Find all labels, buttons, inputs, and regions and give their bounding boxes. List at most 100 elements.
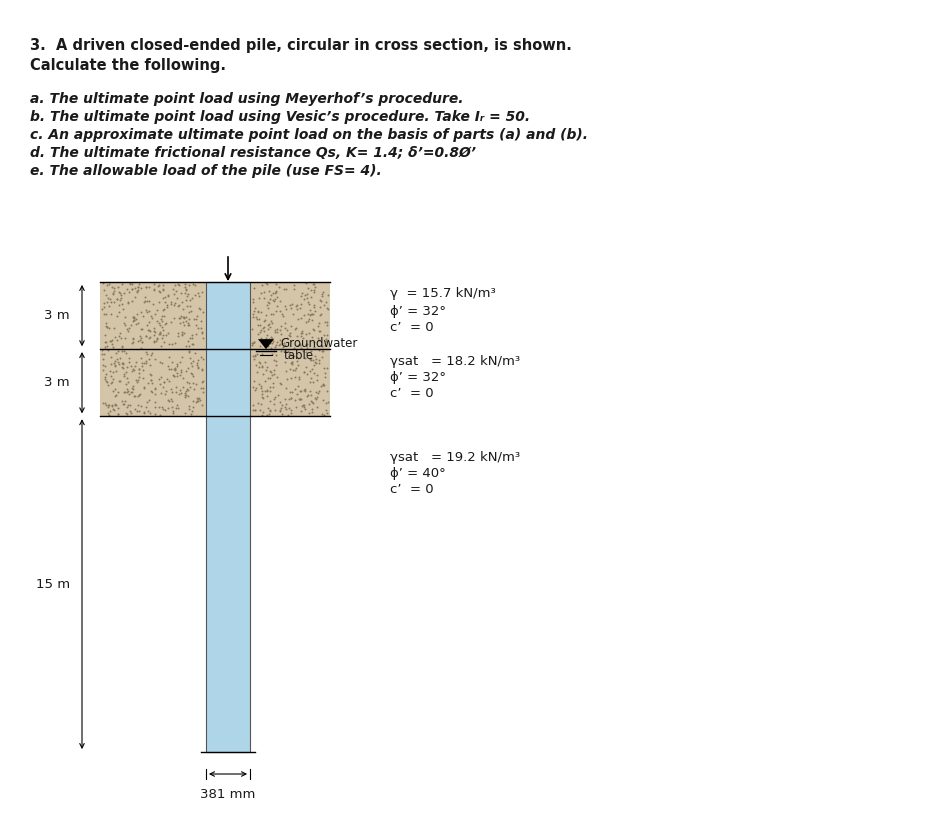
Point <box>305 375 320 389</box>
Point <box>305 396 320 409</box>
Point <box>96 297 111 310</box>
Point <box>308 385 323 398</box>
Point <box>131 405 146 418</box>
Point <box>114 395 129 408</box>
Point <box>246 335 261 349</box>
Point <box>98 368 113 381</box>
Point <box>177 277 192 291</box>
Point <box>179 382 194 396</box>
Point <box>275 341 290 354</box>
Point <box>307 358 322 371</box>
Point <box>261 381 277 394</box>
Point <box>247 348 262 361</box>
Point <box>154 370 169 383</box>
Text: 3.  A driven closed-ended pile, circular in cross section, is shown.: 3. A driven closed-ended pile, circular … <box>30 38 571 53</box>
Point <box>180 317 195 330</box>
Point <box>260 318 275 332</box>
Point <box>129 285 144 298</box>
Point <box>303 353 318 366</box>
Point <box>104 399 119 412</box>
Point <box>122 404 137 417</box>
Point <box>143 330 158 344</box>
Point <box>315 328 330 342</box>
Point <box>193 302 208 316</box>
Point <box>104 295 119 308</box>
Point <box>263 307 278 320</box>
Point <box>261 332 277 345</box>
Point <box>152 400 167 413</box>
Point <box>116 370 131 383</box>
Point <box>177 391 193 404</box>
Point <box>244 403 260 417</box>
Point <box>186 337 201 350</box>
Point <box>194 374 210 387</box>
Point <box>146 336 161 349</box>
Point <box>134 322 149 335</box>
Point <box>266 364 281 377</box>
Point <box>186 400 201 413</box>
Point <box>94 302 110 316</box>
Point <box>291 372 306 386</box>
Point <box>263 365 278 379</box>
Point <box>181 318 196 332</box>
Point <box>270 370 285 384</box>
Point <box>104 333 119 346</box>
Point <box>313 379 329 392</box>
Point <box>159 328 174 341</box>
Point <box>277 300 292 313</box>
Point <box>104 337 119 350</box>
Point <box>99 339 114 353</box>
Point <box>194 363 210 376</box>
Point <box>103 364 118 377</box>
Point <box>95 358 110 371</box>
Point <box>273 323 288 337</box>
Text: c. An approximate ultimate point load on the basis of parts (a) and (b).: c. An approximate ultimate point load on… <box>30 128 587 142</box>
Point <box>116 317 131 330</box>
Point <box>188 346 203 360</box>
Point <box>169 360 184 373</box>
Point <box>250 327 265 340</box>
Point <box>285 364 300 377</box>
Point <box>184 407 199 420</box>
Point <box>319 328 334 342</box>
Point <box>261 407 277 421</box>
Point <box>194 314 209 328</box>
Point <box>105 365 120 379</box>
Point <box>266 344 281 358</box>
Point <box>293 301 308 314</box>
Point <box>124 318 139 332</box>
Point <box>119 346 134 360</box>
Point <box>312 317 327 330</box>
Point <box>139 356 154 370</box>
Point <box>185 376 200 390</box>
Point <box>145 297 160 311</box>
Point <box>170 329 185 343</box>
Point <box>107 354 122 368</box>
Point <box>157 318 172 331</box>
Point <box>138 329 153 343</box>
Point <box>180 402 195 416</box>
Point <box>129 404 144 417</box>
Point <box>194 325 209 339</box>
Point <box>318 296 333 309</box>
Point <box>315 378 330 391</box>
Point <box>115 357 130 370</box>
Point <box>125 282 140 296</box>
Point <box>191 361 206 375</box>
Point <box>307 355 322 369</box>
Point <box>152 318 167 331</box>
Point <box>161 349 177 363</box>
Point <box>106 402 121 416</box>
Point <box>259 360 274 374</box>
Point <box>268 305 283 318</box>
Point <box>309 357 324 370</box>
Point <box>177 314 193 328</box>
Point <box>107 358 122 371</box>
Point <box>133 400 148 413</box>
Point <box>152 355 167 369</box>
Text: 381 mm: 381 mm <box>200 788 256 801</box>
Point <box>262 395 278 408</box>
Point <box>164 355 179 369</box>
Point <box>143 324 158 338</box>
Point <box>286 349 301 363</box>
